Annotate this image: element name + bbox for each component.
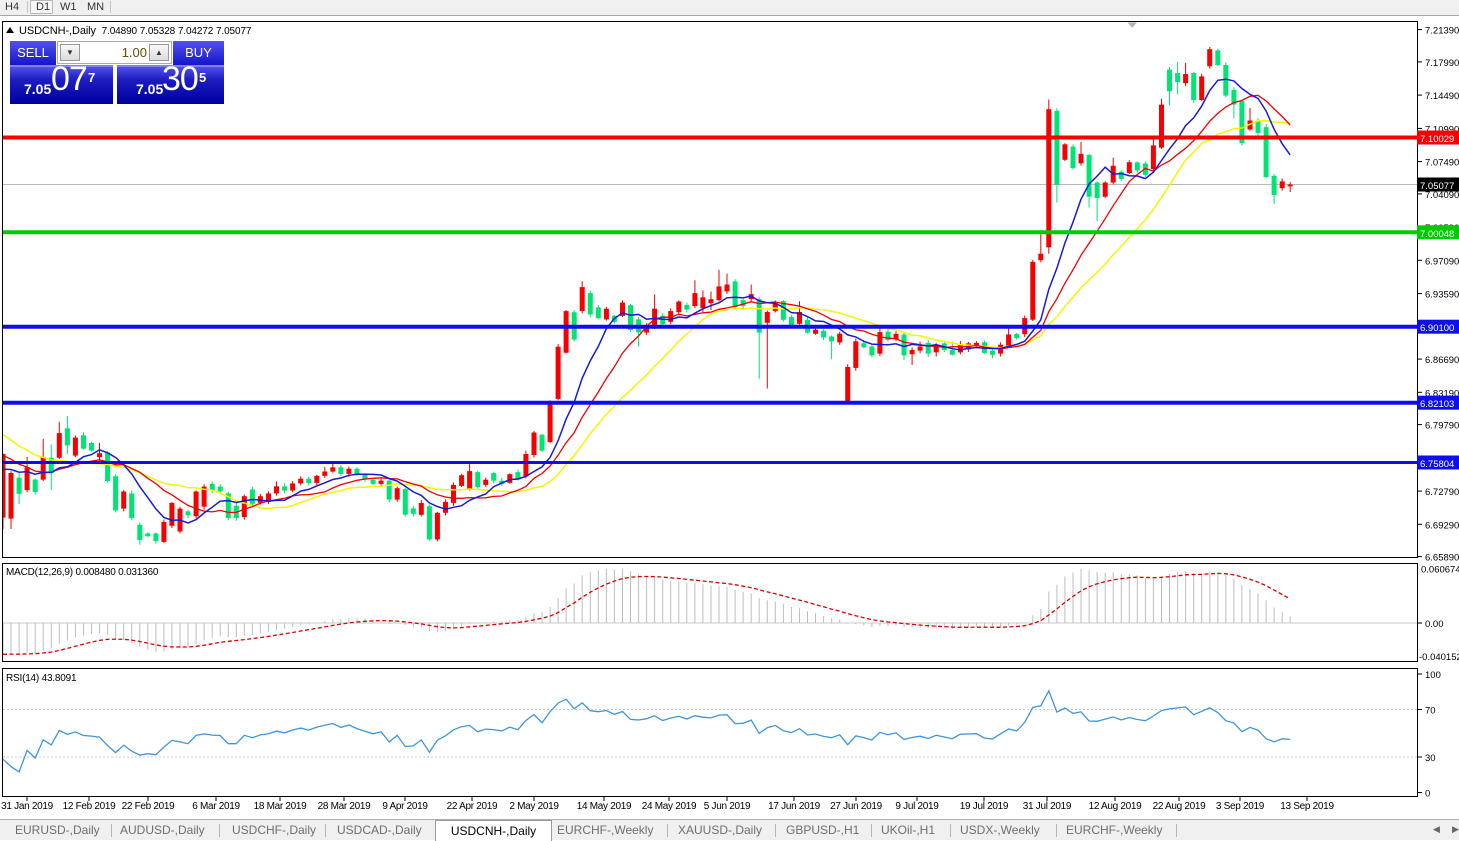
svg-text:6.93590: 6.93590 <box>1425 290 1459 301</box>
svg-text:100: 100 <box>1425 670 1441 681</box>
svg-text:24 May 2019: 24 May 2019 <box>642 801 697 812</box>
svg-text:6.75804: 6.75804 <box>1420 459 1454 470</box>
svg-text:2 May 2019: 2 May 2019 <box>509 801 559 812</box>
svg-text:6.86690: 6.86690 <box>1425 355 1459 366</box>
svg-text:22 Aug 2019: 22 Aug 2019 <box>1153 801 1207 812</box>
svg-text:0.060674: 0.060674 <box>1421 565 1459 576</box>
svg-text:6.83190: 6.83190 <box>1425 388 1459 399</box>
svg-text:6.97090: 6.97090 <box>1425 256 1459 267</box>
svg-text:12 Aug 2019: 12 Aug 2019 <box>1089 801 1143 812</box>
svg-text:7.14490: 7.14490 <box>1425 91 1459 102</box>
svg-text:0: 0 <box>1425 789 1430 800</box>
svg-text:MACD(12,26,9) 0.008480 0.03136: MACD(12,26,9) 0.008480 0.031360 <box>6 567 159 578</box>
svg-text:7.05077: 7.05077 <box>1420 181 1454 192</box>
svg-text:7.07490: 7.07490 <box>1425 158 1459 169</box>
svg-text:6.65890: 6.65890 <box>1425 553 1459 564</box>
svg-text:14 May 2019: 14 May 2019 <box>577 801 632 812</box>
svg-text:19 Jul 2019: 19 Jul 2019 <box>960 801 1009 812</box>
svg-text:31 Jan 2019: 31 Jan 2019 <box>1 801 53 812</box>
svg-text:70: 70 <box>1425 706 1436 717</box>
svg-text:9 Apr 2019: 9 Apr 2019 <box>382 801 428 812</box>
svg-text:RSI(14) 43.8091: RSI(14) 43.8091 <box>6 673 77 684</box>
svg-text:7.17990: 7.17990 <box>1425 58 1459 69</box>
svg-text:6.79790: 6.79790 <box>1425 421 1459 432</box>
svg-text:6 Mar 2019: 6 Mar 2019 <box>192 801 240 812</box>
svg-text:18 Mar 2019: 18 Mar 2019 <box>254 801 308 812</box>
svg-text:7.04090: 7.04090 <box>1425 190 1459 201</box>
svg-text:6.72790: 6.72790 <box>1425 487 1459 498</box>
svg-text:31 Jul 2019: 31 Jul 2019 <box>1023 801 1072 812</box>
svg-text:28 Mar 2019: 28 Mar 2019 <box>318 801 372 812</box>
svg-text:17 Jun 2019: 17 Jun 2019 <box>768 801 820 812</box>
svg-text:6.82103: 6.82103 <box>1420 399 1454 410</box>
svg-text:12 Feb 2019: 12 Feb 2019 <box>63 801 117 812</box>
svg-text:27 Jun 2019: 27 Jun 2019 <box>830 801 882 812</box>
svg-text:7.10990: 7.10990 <box>1425 124 1459 135</box>
svg-text:USDCNH-,Daily 7.04890 7.05328: USDCNH-,Daily 7.04890 7.05328 7.04272 7.… <box>19 25 252 37</box>
svg-text:5 Jun 2019: 5 Jun 2019 <box>704 801 751 812</box>
svg-text:-0.040152: -0.040152 <box>1419 652 1459 663</box>
svg-text:22 Feb 2019: 22 Feb 2019 <box>122 801 176 812</box>
svg-text:0.00: 0.00 <box>1425 619 1444 630</box>
svg-text:6.69290: 6.69290 <box>1425 520 1459 531</box>
svg-text:9 Jul 2019: 9 Jul 2019 <box>895 801 939 812</box>
svg-text:3 Sep 2019: 3 Sep 2019 <box>1216 801 1265 812</box>
svg-text:7.10029: 7.10029 <box>1420 134 1454 145</box>
svg-text:7.21390: 7.21390 <box>1425 26 1459 37</box>
svg-text:13 Sep 2019: 13 Sep 2019 <box>1280 801 1334 812</box>
svg-text:30: 30 <box>1425 753 1436 764</box>
svg-text:22 Apr 2019: 22 Apr 2019 <box>447 801 498 812</box>
svg-text:7.00048: 7.00048 <box>1420 229 1454 240</box>
svg-text:6.90100: 6.90100 <box>1420 323 1454 334</box>
